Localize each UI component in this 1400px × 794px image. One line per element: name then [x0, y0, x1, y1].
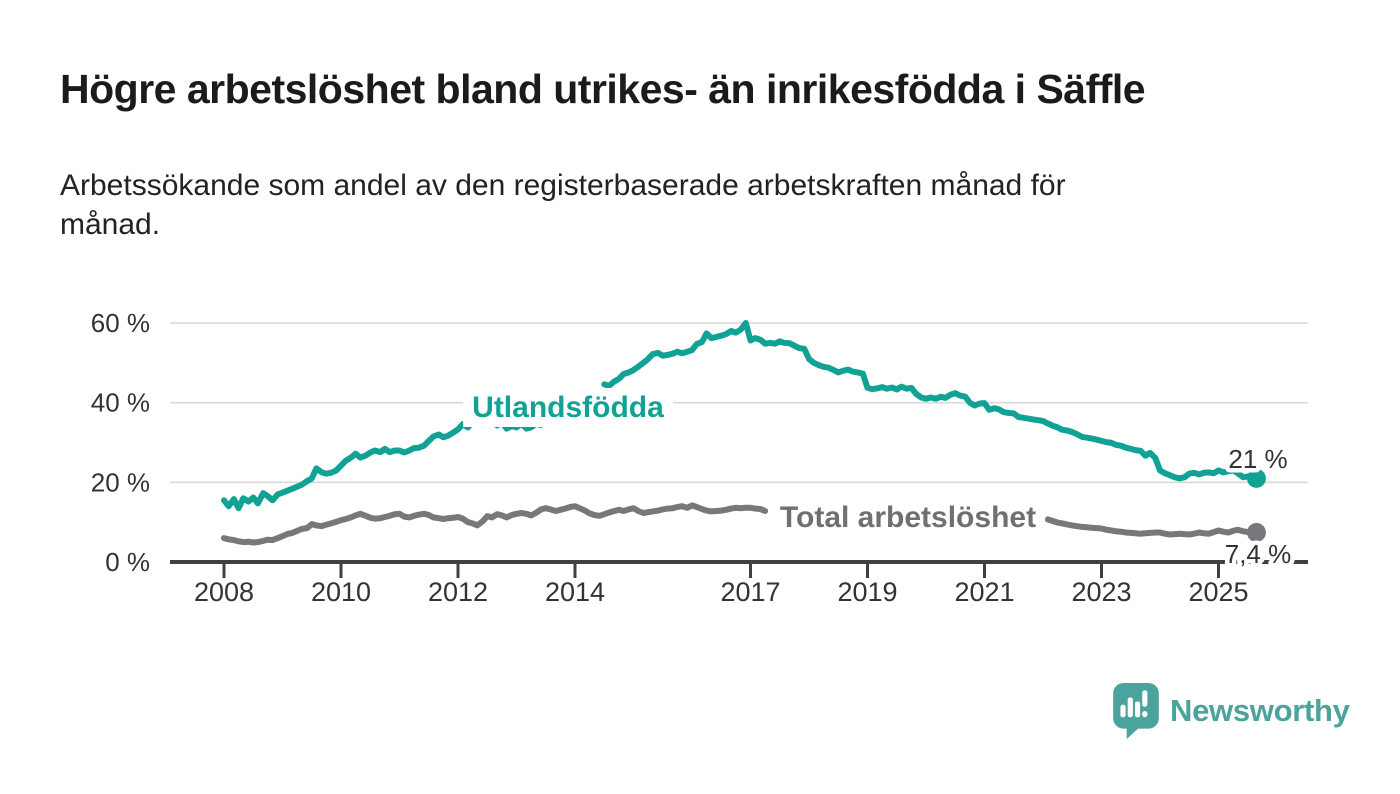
- end-dot-utlandsfodda: [1246, 468, 1266, 488]
- y-axis-label-0: 0 %: [105, 547, 150, 577]
- x-axis-label-2014: 2014: [545, 577, 605, 607]
- y-axis-label-20: 20 %: [91, 467, 150, 497]
- series-label-mask: [770, 498, 1046, 537]
- newsworthy-icon: [1113, 683, 1159, 739]
- newsworthy-logo: Newsworthy: [1113, 683, 1350, 739]
- x-axis-label-2012: 2012: [428, 577, 488, 607]
- chart-subtitle: Arbetssökande som andel av den registerb…: [60, 166, 1066, 244]
- annotations: Utlandsfödda 21 % Total arbetslöshet 7,4 %: [463, 388, 1296, 574]
- x-axis-label-2017: 2017: [720, 577, 780, 607]
- series-label-utlandsfodda: Utlandsfödda: [472, 391, 664, 424]
- x-axis-label-2019: 2019: [837, 577, 897, 607]
- x-axis-label-2021: 2021: [954, 577, 1014, 607]
- x-axis-label-2025: 2025: [1188, 577, 1248, 607]
- series-line-total-arbetsloshet-seg1: [1044, 516, 1256, 538]
- series-label-mask: [463, 388, 674, 427]
- series-lines: [221, 320, 1256, 546]
- series-line-utlandsfodda-seg0: [221, 417, 545, 512]
- chart-subtitle-line-2: månad.: [60, 208, 161, 241]
- x-axis: 2008 2010 2012 2014 2017 2019 2021 2023 2025: [170, 560, 1308, 607]
- y-axis-label-60: 60 %: [91, 308, 150, 338]
- x-axis-label-2023: 2023: [1071, 577, 1131, 607]
- end-dot-total-arbetsloshet: [1246, 523, 1266, 543]
- chart-subtitle-line-1: Arbetssökande som andel av den registerb…: [60, 169, 1066, 202]
- x-axis-label-2008: 2008: [194, 577, 254, 607]
- series-line-total-arbetsloshet-seg0: [221, 502, 769, 546]
- series-label-total-arbetsloshet: Total arbetslöshet: [780, 501, 1036, 534]
- x-axis-label-2010: 2010: [311, 577, 371, 607]
- end-value-label-utlandsfodda: 21 %: [1228, 444, 1287, 474]
- end-value-label-total-arbetsloshet: 7,4 %: [1225, 539, 1292, 569]
- gridlines: 0 % 20 % 40 % 60 %: [91, 308, 1308, 577]
- series-line-utlandsfodda-seg1: [601, 320, 1256, 482]
- newsworthy-wordmark: Newsworthy: [1170, 693, 1350, 728]
- chart-title: Högre arbetslöshet bland utrikes- än inr…: [60, 66, 1146, 112]
- bar-chart-glyph: [1120, 690, 1148, 718]
- y-axis-label-40: 40 %: [91, 388, 150, 418]
